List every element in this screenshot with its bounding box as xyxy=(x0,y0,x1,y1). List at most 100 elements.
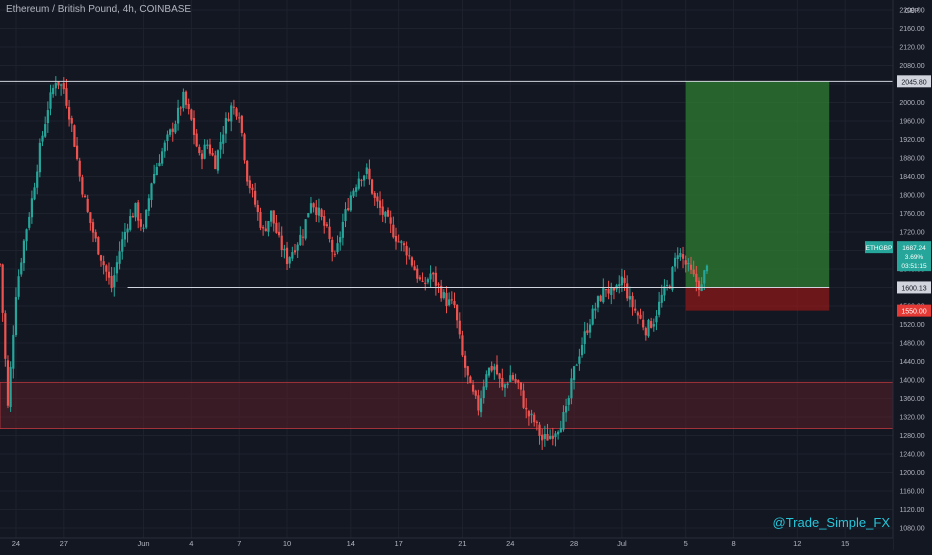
candle-body xyxy=(333,253,336,255)
candle-body xyxy=(259,212,262,228)
price-axis[interactable] xyxy=(893,0,932,550)
x-tick-label: 21 xyxy=(458,539,466,548)
candle-body xyxy=(360,179,363,181)
candle-body xyxy=(697,280,701,290)
candle-body xyxy=(182,91,185,109)
candle-body xyxy=(269,210,273,222)
candle-body xyxy=(477,395,480,411)
candle-body xyxy=(81,177,84,195)
candle-body xyxy=(134,202,137,218)
candle-body xyxy=(397,241,400,243)
candle-body xyxy=(705,265,709,272)
candle-body xyxy=(41,135,44,142)
candle-body xyxy=(137,202,140,221)
candle-body xyxy=(153,173,156,184)
candle-body xyxy=(243,134,246,161)
y-tick-label: 1760.00 xyxy=(899,211,924,218)
x-tick-label: Jun xyxy=(137,539,149,548)
stop-price-tag xyxy=(897,304,931,317)
candle-body xyxy=(618,284,621,287)
candle-body xyxy=(62,83,65,90)
candle-body xyxy=(142,227,145,229)
candle-body xyxy=(570,378,573,399)
candle-body xyxy=(214,155,217,170)
candle-body xyxy=(97,237,100,255)
y-tick-label: 2160.00 xyxy=(899,26,924,33)
candle-body xyxy=(612,287,616,291)
candle-body xyxy=(650,321,653,328)
candle-body xyxy=(689,264,693,270)
candle-body xyxy=(580,344,584,356)
candle-body xyxy=(184,91,188,105)
candle-body xyxy=(285,247,289,265)
candle-body xyxy=(660,294,663,303)
candle-body xyxy=(647,319,650,337)
candle-body xyxy=(123,231,127,240)
candle-body xyxy=(567,398,570,405)
candle-body xyxy=(211,153,214,156)
candle-body xyxy=(440,285,443,299)
candle-body xyxy=(639,314,642,319)
candle-body xyxy=(394,235,398,242)
candle-body xyxy=(36,171,39,188)
candle-body xyxy=(549,436,552,439)
time-axis[interactable] xyxy=(0,538,893,550)
candle-body xyxy=(227,118,230,122)
candle-body xyxy=(230,105,233,122)
candle-body xyxy=(28,216,31,228)
x-tick-label: 24 xyxy=(12,539,20,548)
y-tick-label: 2120.00 xyxy=(899,45,924,52)
candle-body xyxy=(495,364,499,375)
candle-body xyxy=(195,133,198,147)
candle-body xyxy=(514,378,517,382)
candle-body xyxy=(131,215,134,218)
candle-body xyxy=(376,196,379,202)
candle-body xyxy=(9,366,12,407)
candle-body xyxy=(623,278,626,283)
candle-body xyxy=(663,286,666,296)
candle-body xyxy=(596,296,600,308)
candle-body xyxy=(631,295,634,308)
candle-body xyxy=(503,384,507,388)
candle-body xyxy=(490,365,493,371)
candle-body xyxy=(280,235,283,250)
candle-body xyxy=(73,125,76,147)
x-tick-label: 7 xyxy=(237,539,241,548)
candle-body xyxy=(317,207,321,216)
candle-body xyxy=(341,221,344,238)
candle-body xyxy=(418,277,422,280)
candle-body xyxy=(121,239,124,252)
candle-body xyxy=(413,266,416,271)
x-tick-label: 5 xyxy=(684,539,688,548)
candle-body xyxy=(145,209,148,228)
y-tick-label: 1320.00 xyxy=(899,415,924,422)
candle-body xyxy=(458,320,461,335)
candle-body xyxy=(171,128,174,132)
candle-body xyxy=(485,374,488,388)
candle-body xyxy=(254,190,257,205)
candle-body xyxy=(198,146,201,153)
candle-body xyxy=(349,195,352,211)
candle-body xyxy=(551,435,554,439)
candle-body xyxy=(636,312,639,316)
candle-body xyxy=(519,382,523,390)
x-tick-label: 12 xyxy=(793,539,801,548)
candle-body xyxy=(118,251,121,264)
candle-body xyxy=(559,427,562,433)
candle-body xyxy=(591,308,594,325)
x-tick-label: 14 xyxy=(347,539,355,548)
candle-body xyxy=(6,360,10,406)
x-tick-label: 10 xyxy=(283,539,291,548)
y-tick-label: 1120.00 xyxy=(900,507,925,514)
level-price-tag xyxy=(897,75,931,88)
candle-body xyxy=(99,255,103,261)
candle-body xyxy=(336,243,339,253)
candle-body xyxy=(283,248,286,251)
candle-body xyxy=(671,267,674,290)
candle-body xyxy=(262,227,265,229)
candle-body xyxy=(89,212,92,224)
candle-body xyxy=(65,88,68,106)
y-tick-label: 1800.00 xyxy=(899,193,924,200)
